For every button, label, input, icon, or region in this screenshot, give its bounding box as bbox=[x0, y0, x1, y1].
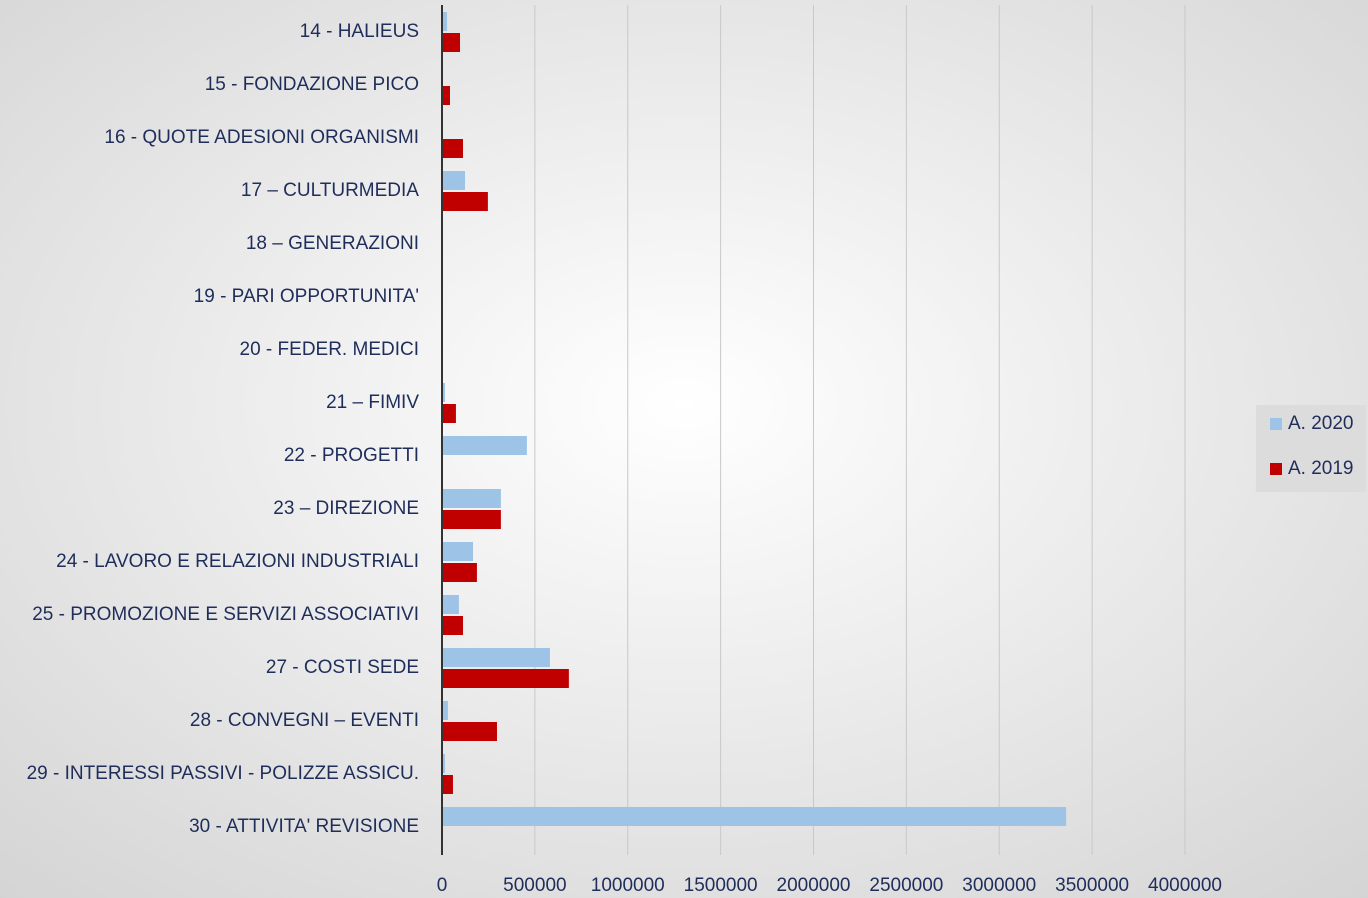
bar bbox=[442, 171, 466, 190]
bar bbox=[442, 648, 550, 667]
legend-label: A. 2019 bbox=[1288, 458, 1354, 479]
bar bbox=[442, 669, 569, 688]
x-tick-label: 0 bbox=[437, 875, 448, 896]
x-tick-label: 3500000 bbox=[1055, 875, 1129, 896]
y-tick-label: 19 - PARI OPPORTUNITA' bbox=[194, 286, 419, 307]
x-tick-label: 3000000 bbox=[962, 875, 1036, 896]
y-tick-label: 16 - QUOTE ADESIONI ORGANISMI bbox=[104, 127, 419, 148]
y-tick-label: 22 - PROGETTI bbox=[284, 445, 419, 466]
y-tick-label: 14 - HALIEUS bbox=[300, 21, 419, 42]
y-tick-label: 17 – CULTURMEDIA bbox=[241, 180, 419, 201]
bar bbox=[442, 807, 1067, 826]
bar bbox=[442, 404, 456, 423]
x-tick-label: 500000 bbox=[503, 875, 566, 896]
bar bbox=[442, 86, 450, 105]
y-tick-label: 27 - COSTI SEDE bbox=[266, 657, 419, 678]
bar bbox=[442, 436, 527, 455]
bar bbox=[442, 563, 477, 582]
legend-swatch bbox=[1270, 463, 1282, 475]
bar bbox=[442, 33, 461, 52]
bar bbox=[442, 775, 453, 794]
bar bbox=[442, 722, 497, 741]
y-tick-label: 28 - CONVEGNI – EVENTI bbox=[190, 710, 419, 731]
bar bbox=[442, 595, 459, 614]
bar bbox=[442, 510, 501, 529]
x-tick-label: 4000000 bbox=[1148, 875, 1222, 896]
x-tick-label: 1500000 bbox=[684, 875, 758, 896]
x-tick-label: 1000000 bbox=[591, 875, 665, 896]
y-tick-label: 23 – DIREZIONE bbox=[273, 498, 419, 519]
x-tick-label: 2500000 bbox=[869, 875, 943, 896]
bar bbox=[442, 489, 501, 508]
bar bbox=[442, 542, 474, 561]
bar bbox=[442, 383, 445, 402]
y-tick-label: 20 - FEDER. MEDICI bbox=[240, 339, 419, 360]
y-tick-label: 25 - PROMOZIONE E SERVIZI ASSOCIATIVI bbox=[32, 604, 419, 625]
x-tick-label: 2000000 bbox=[777, 875, 851, 896]
legend-swatch bbox=[1270, 418, 1282, 430]
bar bbox=[442, 192, 488, 211]
bar bbox=[442, 616, 463, 635]
y-tick-label: 18 – GENERAZIONI bbox=[246, 233, 419, 254]
y-tick-label: 21 – FIMIV bbox=[326, 392, 419, 413]
y-tick-label: 15 - FONDAZIONE PICO bbox=[205, 74, 419, 95]
y-tick-label: 24 - LAVORO E RELAZIONI INDUSTRIALI bbox=[56, 551, 419, 572]
bar bbox=[442, 139, 463, 158]
y-tick-label: 30 - ATTIVITA' REVISIONE bbox=[189, 816, 419, 837]
legend-label: A. 2020 bbox=[1288, 413, 1354, 434]
bar bbox=[442, 754, 445, 773]
bar bbox=[442, 12, 448, 31]
bar bbox=[442, 701, 448, 720]
y-tick-label: 29 - INTERESSI PASSIVI - POLIZZE ASSICU. bbox=[27, 763, 419, 784]
